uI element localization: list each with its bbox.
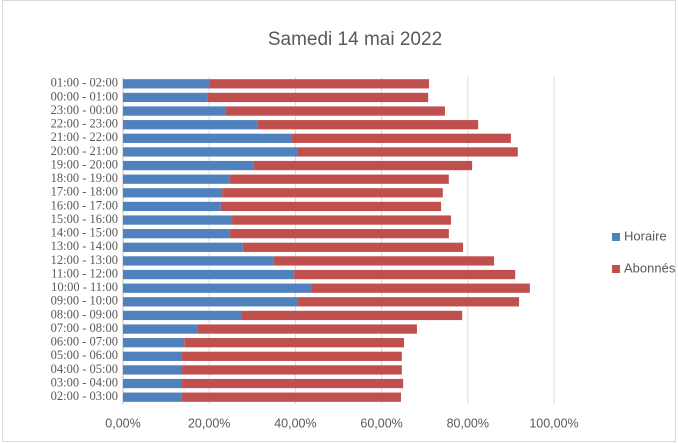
bar-segment (241, 310, 463, 321)
y-tick-label: 02:00 - 03:00 (51, 389, 118, 403)
bar-segment (182, 365, 402, 375)
bar-segment (294, 269, 516, 280)
bar-segment (123, 174, 230, 184)
y-tick-label: 06:00 - 07:00 (51, 335, 118, 349)
bar-segment (123, 106, 226, 116)
bar-segment (232, 215, 451, 225)
y-tick-label: 07:00 - 08:00 (51, 321, 118, 335)
x-tick-label: 80,00% (447, 416, 489, 430)
y-tick-label: 20:00 - 21:00 (51, 144, 118, 158)
y-tick-label: 09:00 - 10:00 (51, 294, 118, 308)
bar-segment (123, 351, 183, 361)
bar-segment (182, 378, 404, 389)
bar-segment (123, 79, 210, 89)
bar-segment (222, 188, 443, 198)
bar-segment (123, 188, 223, 198)
bar-segment (297, 147, 518, 157)
x-tick-label: 100,00% (529, 416, 578, 430)
bar-segment (242, 242, 464, 252)
bar-segment (123, 242, 243, 252)
bar-segment (123, 133, 292, 143)
y-tick-label: 04:00 - 05:00 (51, 362, 118, 376)
bar-segment (291, 133, 511, 143)
bar-segment (123, 324, 198, 334)
legend-swatch (612, 265, 620, 273)
chart-title: Samedi 14 mai 2022 (268, 29, 442, 50)
bar-segment (123, 201, 221, 212)
bar-segment (123, 310, 242, 321)
legend-label: Abonnés (624, 260, 676, 275)
bar-segment (123, 338, 185, 348)
bar-segment (123, 160, 254, 171)
bar-segment (207, 92, 429, 103)
legend-label: Horaire (624, 228, 667, 243)
bar-segment (123, 215, 233, 225)
y-tick-label: 18:00 - 19:00 (51, 171, 118, 185)
y-tick-label: 15:00 - 16:00 (51, 212, 118, 226)
bar-segment (123, 392, 182, 402)
x-tick-label: 60,00% (360, 416, 402, 430)
y-tick-label: 10:00 - 11:00 (51, 280, 118, 294)
bar-segment (123, 269, 295, 280)
y-tick-label: 21:00 - 22:00 (51, 130, 118, 144)
x-tick-label: 0,00% (105, 416, 140, 430)
bar-segment (123, 283, 311, 293)
y-tick-label: 16:00 - 17:00 (51, 198, 118, 212)
y-tick-label: 22:00 - 23:00 (51, 117, 118, 131)
y-tick-label: 11:00 - 12:00 (51, 266, 118, 280)
bar-segment (123, 378, 183, 389)
y-tick-label: 03:00 - 04:00 (51, 375, 118, 389)
y-tick-label: 23:00 - 00:00 (51, 103, 118, 117)
legend-swatch (612, 233, 620, 241)
bar-segment (123, 365, 183, 375)
x-tick-label: 20,00% (188, 416, 230, 430)
bar-segment (273, 256, 495, 266)
bar-segment (123, 297, 298, 307)
y-tick-label: 08:00 - 09:00 (51, 307, 118, 321)
y-tick-label: 12:00 - 13:00 (51, 253, 118, 267)
bar-segment (182, 351, 402, 361)
x-tick-label: 40,00% (274, 416, 316, 430)
bar-segment (220, 201, 442, 212)
bar-segment (184, 338, 405, 348)
y-tick-label: 05:00 - 06:00 (51, 348, 118, 362)
bar-segment (257, 120, 479, 130)
bar-segment (181, 392, 401, 402)
bar-segment (123, 256, 274, 266)
y-tick-label: 13:00 - 14:00 (51, 239, 118, 253)
bar-segment (229, 229, 449, 239)
y-tick-label: 14:00 - 15:00 (51, 226, 118, 240)
bar-segment (229, 174, 449, 184)
bar-segment (209, 79, 430, 89)
y-tick-label: 01:00 - 02:00 (51, 76, 118, 90)
bar-segment (310, 283, 530, 293)
bar-segment (253, 160, 473, 171)
bar-segment (123, 92, 208, 103)
y-tick-label: 17:00 - 18:00 (51, 185, 118, 199)
bar-segment (225, 106, 445, 116)
bar-segment (123, 229, 230, 239)
y-tick-label: 00:00 - 01:00 (51, 89, 118, 103)
y-tick-label: 19:00 - 20:00 (51, 157, 118, 171)
bar-segment (297, 297, 520, 307)
bar-segment (123, 120, 258, 130)
bar-segment (123, 147, 298, 157)
bar-segment (197, 324, 417, 334)
